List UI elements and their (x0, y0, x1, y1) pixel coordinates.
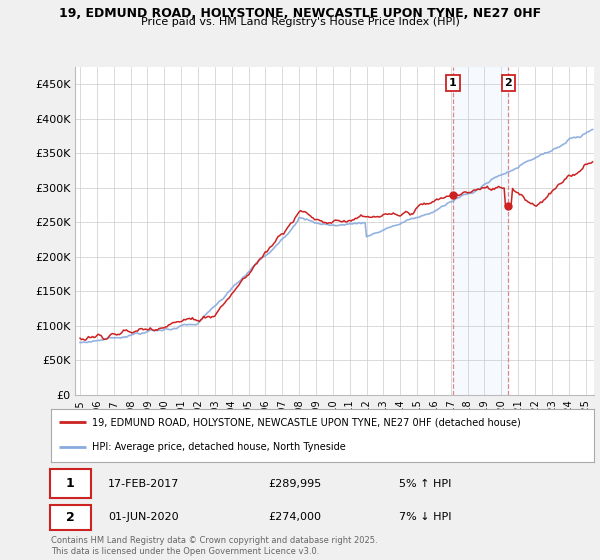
Text: 2: 2 (65, 511, 74, 524)
FancyBboxPatch shape (50, 469, 91, 498)
Text: 5% ↑ HPI: 5% ↑ HPI (398, 479, 451, 488)
Text: HPI: Average price, detached house, North Tyneside: HPI: Average price, detached house, Nort… (92, 442, 346, 452)
Text: 1: 1 (449, 78, 457, 88)
Bar (453, 67, 508, 395)
Text: £289,995: £289,995 (268, 479, 322, 488)
Text: Price paid vs. HM Land Registry's House Price Index (HPI): Price paid vs. HM Land Registry's House … (140, 17, 460, 27)
Text: 19, EDMUND ROAD, HOLYSTONE, NEWCASTLE UPON TYNE, NE27 0HF: 19, EDMUND ROAD, HOLYSTONE, NEWCASTLE UP… (59, 7, 541, 20)
Text: 01-JUN-2020: 01-JUN-2020 (108, 512, 179, 522)
Text: 1: 1 (65, 477, 74, 490)
Text: £274,000: £274,000 (268, 512, 321, 522)
Text: 2: 2 (505, 78, 512, 88)
FancyBboxPatch shape (50, 505, 91, 530)
Text: 19, EDMUND ROAD, HOLYSTONE, NEWCASTLE UPON TYNE, NE27 0HF (detached house): 19, EDMUND ROAD, HOLYSTONE, NEWCASTLE UP… (92, 417, 520, 427)
Text: 7% ↓ HPI: 7% ↓ HPI (398, 512, 451, 522)
Text: Contains HM Land Registry data © Crown copyright and database right 2025.
This d: Contains HM Land Registry data © Crown c… (51, 536, 377, 556)
Text: 17-FEB-2017: 17-FEB-2017 (108, 479, 179, 488)
